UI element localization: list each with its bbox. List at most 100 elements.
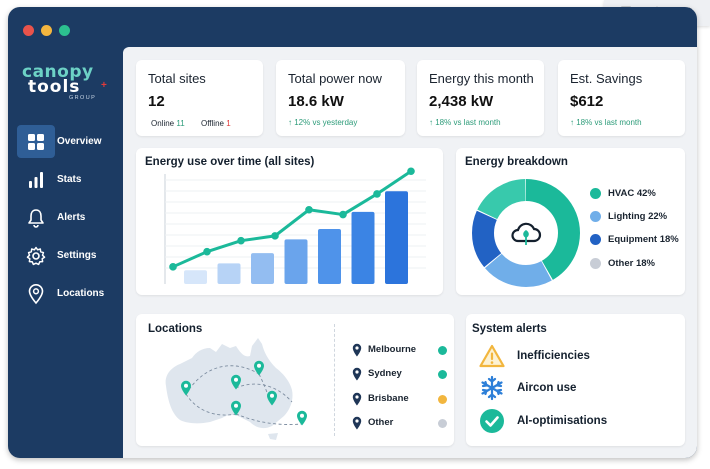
legend-swatch bbox=[590, 188, 601, 199]
location-status-dot bbox=[438, 370, 447, 379]
energy-trend-line bbox=[172, 170, 412, 269]
sidebar-item-overview[interactable]: Overview bbox=[17, 125, 113, 158]
stat-value: $612 bbox=[570, 93, 604, 110]
legend-other: Other 18% bbox=[590, 258, 655, 269]
energy-bar bbox=[318, 229, 341, 284]
trend-point bbox=[169, 263, 177, 271]
trend-point bbox=[203, 247, 211, 256]
location-status-dot bbox=[438, 346, 447, 355]
close-window-button[interactable] bbox=[23, 25, 34, 36]
logo-group-text: GROUP bbox=[69, 95, 97, 101]
location-sydney[interactable]: Sydney bbox=[350, 367, 460, 381]
map-marker-icon[interactable] bbox=[266, 390, 278, 406]
energy-bar bbox=[251, 253, 274, 284]
energy-month-card: Energy this month 2,438 kW ↑ 18% vs last… bbox=[417, 60, 544, 136]
energy-over-time-card: Energy use over time (all sites) bbox=[136, 148, 443, 295]
card-title: Locations bbox=[148, 323, 203, 335]
map-pin-icon bbox=[17, 277, 55, 310]
app-window: canopy tools + GROUP Overview Stats Aler… bbox=[8, 7, 697, 458]
energy-bar bbox=[184, 270, 207, 284]
map-marker-icon[interactable] bbox=[230, 400, 242, 416]
offline-status: Offline 1 bbox=[201, 119, 231, 128]
gear-icon bbox=[17, 239, 55, 272]
legend-hvac: HVAC 42% bbox=[590, 188, 656, 199]
alert-label: Aircon use bbox=[517, 382, 577, 394]
sidebar-item-stats[interactable]: Stats bbox=[17, 163, 113, 196]
legend-swatch bbox=[590, 258, 601, 269]
logo-canopy-text: canopy bbox=[22, 62, 94, 82]
card-title: System alerts bbox=[472, 323, 547, 335]
donut-slice bbox=[472, 179, 580, 287]
legend-swatch bbox=[590, 211, 601, 222]
online-label: Online bbox=[151, 119, 175, 128]
total-sites-card: Total sites 12 Online 11 Offline 1 bbox=[136, 60, 263, 136]
check-circle-icon bbox=[478, 407, 506, 435]
stat-title: Est. Savings bbox=[570, 71, 643, 86]
location-name: Other bbox=[368, 417, 394, 428]
bar-chart-icon bbox=[17, 163, 55, 196]
savings-card: Est. Savings $612 ↑ 18% vs last month bbox=[558, 60, 685, 136]
trend-point bbox=[407, 167, 415, 176]
warning-icon bbox=[478, 342, 506, 370]
logo-plus-mark: + bbox=[101, 80, 107, 91]
location-name: Sydney bbox=[368, 368, 402, 379]
trend-point bbox=[305, 205, 313, 214]
trend-point bbox=[237, 236, 245, 245]
trend-point bbox=[271, 232, 279, 240]
offline-count: 1 bbox=[226, 119, 231, 128]
sidebar-item-locations[interactable]: Locations bbox=[17, 277, 113, 310]
map-pin-icon bbox=[352, 343, 362, 357]
stat-title: Total power now bbox=[288, 71, 382, 86]
alert-ai-optimisations[interactable]: AI-optimisations bbox=[478, 407, 668, 435]
map-marker-icon[interactable] bbox=[253, 360, 265, 376]
stat-change: ↑ 12% vs yesterday bbox=[288, 118, 358, 127]
stat-title: Total sites bbox=[148, 71, 206, 86]
maximize-window-button[interactable] bbox=[59, 25, 70, 36]
stat-change: ↑ 18% vs last month bbox=[570, 118, 642, 127]
location-status-dot bbox=[438, 395, 447, 404]
stat-title: Energy this month bbox=[429, 71, 534, 86]
map-marker-icon[interactable] bbox=[230, 374, 242, 390]
location-other[interactable]: Other bbox=[350, 416, 460, 430]
divider bbox=[334, 324, 336, 436]
grid-icon bbox=[17, 125, 55, 158]
legend-lighting: Lighting 22% bbox=[590, 211, 667, 222]
legend-label: Other 18% bbox=[608, 258, 655, 269]
stat-value: 12 bbox=[148, 93, 165, 110]
energy-breakdown-donut bbox=[472, 179, 580, 287]
alert-inefficiencies[interactable]: Inefficiencies bbox=[478, 342, 668, 370]
offline-label: Offline bbox=[201, 119, 224, 128]
trend-point bbox=[339, 210, 347, 219]
chart-title: Energy use over time (all sites) bbox=[145, 156, 315, 168]
map-marker-icon[interactable] bbox=[180, 380, 192, 396]
location-melbourne[interactable]: Melbourne bbox=[350, 343, 460, 357]
alert-label: AI-optimisations bbox=[517, 415, 608, 427]
legend-equipment: Equipment 18% bbox=[590, 234, 679, 245]
energy-bar bbox=[217, 263, 241, 284]
location-name: Brisbane bbox=[368, 393, 409, 404]
energy-over-time-chart bbox=[164, 167, 426, 284]
online-count: 11 bbox=[176, 119, 185, 128]
alert-aircon-use[interactable]: Aircon use bbox=[478, 374, 668, 402]
sidebar-item-alerts[interactable]: Alerts bbox=[17, 201, 113, 234]
energy-bar bbox=[351, 211, 375, 284]
total-power-card: Total power now 18.6 kW ↑ 12% vs yesterd… bbox=[276, 60, 405, 136]
location-status-dot bbox=[438, 419, 447, 428]
locations-card: Locations Melbourne Sydney Brisbane Othe… bbox=[136, 314, 454, 446]
cloud-leaf-icon bbox=[499, 206, 553, 260]
australia-map bbox=[165, 338, 303, 440]
sidebar-item-settings[interactable]: Settings bbox=[17, 239, 113, 272]
energy-breakdown-card: Energy breakdown HVAC 42% Lighting 22% E… bbox=[456, 148, 685, 295]
legend-label: Equipment 18% bbox=[608, 234, 679, 245]
legend-label: Lighting 22% bbox=[608, 211, 668, 222]
map-marker-icon[interactable] bbox=[296, 410, 308, 426]
chart-title: Energy breakdown bbox=[465, 156, 568, 168]
minimize-window-button[interactable] bbox=[41, 25, 52, 36]
brand-logo: canopy tools + GROUP bbox=[22, 62, 110, 102]
location-name: Melbourne bbox=[368, 344, 417, 355]
legend-label: HVAC 42% bbox=[608, 188, 656, 199]
energy-bar bbox=[385, 191, 408, 284]
map-pin-icon bbox=[352, 367, 362, 381]
location-brisbane[interactable]: Brisbane bbox=[350, 392, 460, 406]
system-alerts-card: System alerts Inefficiencies Aircon use … bbox=[466, 314, 685, 446]
